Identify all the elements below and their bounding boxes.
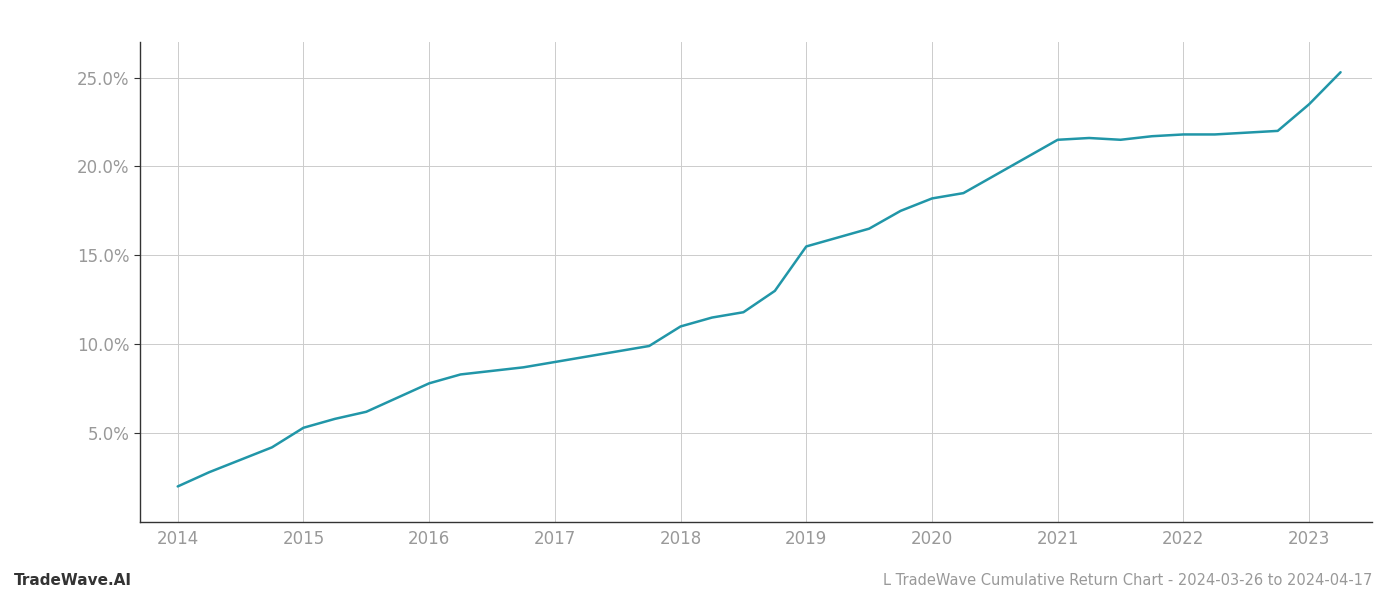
Text: L TradeWave Cumulative Return Chart - 2024-03-26 to 2024-04-17: L TradeWave Cumulative Return Chart - 20… xyxy=(882,573,1372,588)
Text: TradeWave.AI: TradeWave.AI xyxy=(14,573,132,588)
